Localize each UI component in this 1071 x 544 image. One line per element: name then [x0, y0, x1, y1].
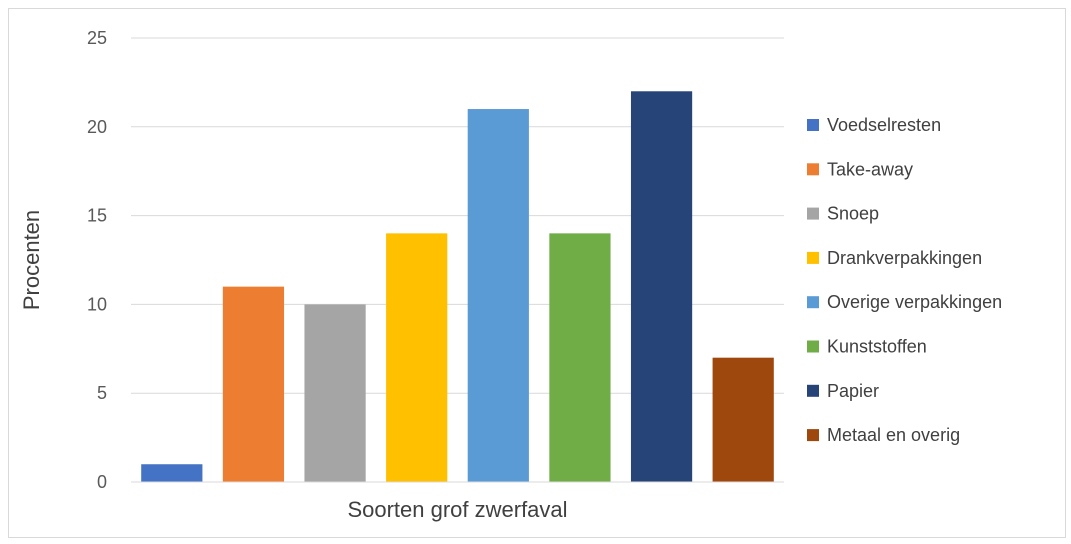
- bar-drankverpakkingen: [386, 233, 448, 482]
- bar-chart: 0 5 10 15 20 25 Procenten Soorten grof zwerfa…: [19, 28, 1002, 522]
- legend-label: Take-away: [827, 159, 913, 179]
- legend-label: Snoep: [827, 204, 879, 224]
- legend-label: Voedselresten: [827, 115, 941, 135]
- y-tick-label: 5: [97, 383, 107, 403]
- chart-area: 0 5 10 15 20 25 Procenten Soorten grof zwerfa…: [8, 8, 1066, 538]
- legend-swatch: [807, 251, 819, 264]
- legend-swatch: [807, 296, 819, 309]
- legend-label: Papier: [827, 381, 879, 401]
- legend-label: Metaal en overig: [827, 425, 960, 445]
- legend-swatch: [807, 163, 819, 176]
- legend-swatch: [807, 207, 819, 220]
- y-tick-label: 15: [87, 206, 107, 226]
- bar-snoep: [304, 304, 366, 482]
- bar-kunststoffen: [549, 233, 611, 482]
- y-axis-title: Procenten: [19, 210, 44, 310]
- legend-label: Kunststoffen: [827, 337, 927, 357]
- y-axis-ticks: 0 5 10 15 20 25: [87, 28, 107, 492]
- x-axis-title: Soorten grof zwerfaval: [347, 497, 567, 522]
- y-tick-label: 0: [97, 472, 107, 492]
- bars: [141, 91, 774, 482]
- y-tick-label: 20: [87, 117, 107, 137]
- bar-metaal-en-overig: [712, 357, 774, 482]
- legend-swatch: [807, 384, 819, 397]
- y-tick-label: 25: [87, 28, 107, 48]
- bar-voedselresten: [141, 464, 203, 482]
- legend: Voedselresten Take-away Snoep Drankverpakki…: [807, 115, 1002, 445]
- legend-label: Overige verpakkingen: [827, 292, 1002, 312]
- bar-overige-verpakkingen: [467, 109, 529, 482]
- bar-papier: [630, 91, 693, 482]
- legend-swatch: [807, 340, 819, 353]
- bar-take-away: [222, 286, 285, 482]
- legend-label: Drankverpakkingen: [827, 248, 982, 268]
- legend-swatch: [807, 429, 819, 442]
- y-tick-label: 10: [87, 294, 107, 314]
- legend-swatch: [807, 119, 819, 131]
